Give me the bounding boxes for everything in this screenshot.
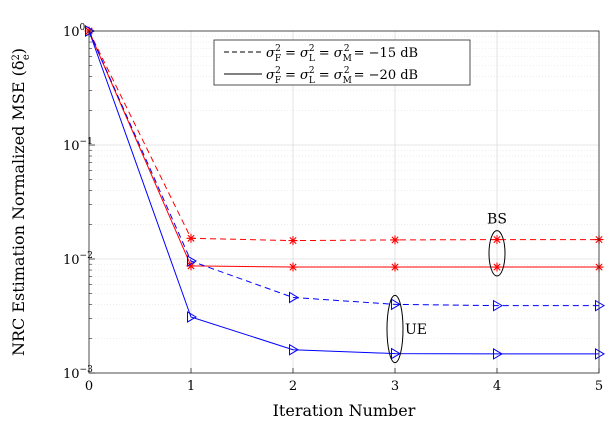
y-tick-exponent: −2 xyxy=(80,251,93,261)
data-point-bs-15 xyxy=(390,235,400,245)
y-axis-label-main: NRC Estimation Normalized MSE (δ xyxy=(9,61,28,357)
x-tick-label: 3 xyxy=(391,379,399,394)
data-point-bs-15 xyxy=(492,235,502,245)
data-point-bs-15 xyxy=(288,236,298,246)
y-tick-base: 10 xyxy=(63,367,80,382)
y-axis-label-sub: e xyxy=(21,54,32,60)
annotation-label-ue: UE xyxy=(405,322,427,338)
data-point-ue-15 xyxy=(289,291,299,304)
data-point-ue-20 xyxy=(391,347,401,360)
y-tick-exponent: −1 xyxy=(80,137,93,147)
data-point-ue-20 xyxy=(187,311,197,323)
legend: σF2 = σL2 = σM2 = −15 dB σF2 = σL2 = σM2 =… xyxy=(213,39,471,86)
legend-entry-1: σF2 = σL2 = σM2 = −15 dB xyxy=(266,44,418,64)
x-tick-label: 5 xyxy=(595,379,603,394)
y-tick-label: 10−3 xyxy=(63,365,93,382)
y-axis-label: NRC Estimation Normalized MSE (δ2e) xyxy=(9,48,32,356)
series-bs-15 xyxy=(84,26,604,246)
data-point-bs-15 xyxy=(186,233,196,243)
y-tick-label: 10−1 xyxy=(63,137,93,154)
y-tick-base: 10 xyxy=(63,25,80,40)
y-tick-label: 10−2 xyxy=(63,251,93,268)
data-point-ue-20 xyxy=(595,348,605,360)
y-tick-base: 10 xyxy=(63,253,80,268)
y-tick-exponent: −3 xyxy=(80,365,94,375)
annotation-label-bs: BS xyxy=(487,212,507,228)
y-tick-base: 10 xyxy=(63,139,80,154)
x-tick-label: 4 xyxy=(493,379,501,394)
data-point-ue-20 xyxy=(85,25,95,37)
annotations: BS UE xyxy=(386,212,507,364)
data-point-ue-15 xyxy=(493,299,503,312)
series-line-ue-15 xyxy=(88,30,599,307)
series-line-bs-20 xyxy=(88,30,599,268)
x-tick-label: 1 xyxy=(187,379,195,394)
data-point-ue-15 xyxy=(391,298,401,311)
data-point-bs-20 xyxy=(288,262,298,272)
y-axis-label-sup: 2 xyxy=(11,54,22,60)
legend-box xyxy=(213,39,471,86)
data-point-ue-20 xyxy=(289,343,299,356)
data-point-bs-20 xyxy=(492,262,502,272)
x-tick-label: 2 xyxy=(289,379,297,394)
data-point-ue-15 xyxy=(595,299,605,312)
x-axis-label: Iteration Number xyxy=(273,401,416,420)
y-tick-exponent: 0 xyxy=(80,23,86,33)
annotation-ellipse-ue xyxy=(386,294,404,364)
series-line-ue-20 xyxy=(88,30,599,355)
legend-entry-1-value: = −15 dB xyxy=(354,46,418,61)
x-tick-label: 0 xyxy=(85,379,93,394)
y-axis-label-close: ) xyxy=(9,48,28,54)
data-point-ue-20 xyxy=(493,348,503,360)
legend-entry-2-value: = −20 dB xyxy=(354,68,418,83)
annotation-ellipse-bs xyxy=(488,230,506,277)
y-tick-label: 100 xyxy=(63,23,86,40)
data-point-bs-20 xyxy=(390,262,400,272)
data-point-bs-20 xyxy=(186,261,196,271)
plot-frame xyxy=(88,30,600,374)
series-line-bs-15 xyxy=(88,30,599,242)
series-group xyxy=(84,25,605,360)
series-ue-20 xyxy=(85,25,605,360)
data-point-ue-15 xyxy=(187,255,197,267)
legend-entry-2: σF2 = σL2 = σM2 = −20 dB xyxy=(266,66,418,86)
